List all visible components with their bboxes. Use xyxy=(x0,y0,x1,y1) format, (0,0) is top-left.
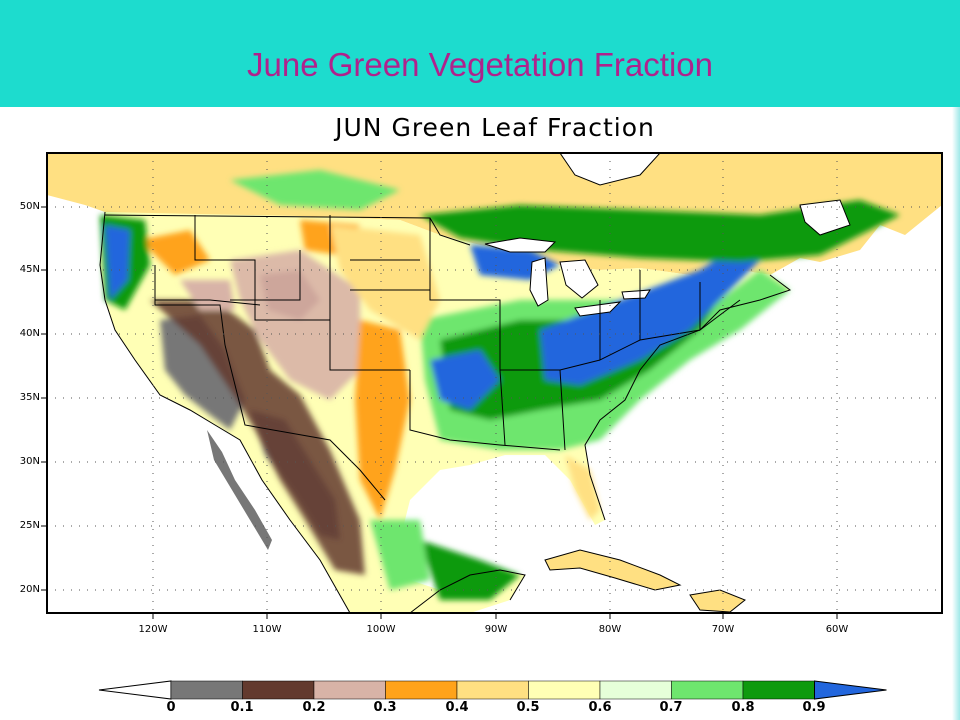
legend-swatch xyxy=(170,680,243,700)
lon-label-70w: 70W xyxy=(711,624,735,635)
lon-label-110w: 110W xyxy=(252,624,282,635)
legend-swatch xyxy=(313,680,386,700)
lon-label-100w: 100W xyxy=(366,624,396,635)
coastline xyxy=(99,211,792,613)
political-boundaries xyxy=(104,214,741,501)
lon-label-90w: 90W xyxy=(484,624,508,635)
legend-swatch xyxy=(599,680,672,700)
legend-swatch xyxy=(456,680,529,700)
lat-label-35n: 35N xyxy=(19,392,40,403)
lat-label-45n: 45N xyxy=(19,264,40,275)
legend-label-0-1: 0.1 xyxy=(230,700,254,715)
legend-swatch xyxy=(742,680,815,700)
lat-label-20n: 20N xyxy=(19,584,40,595)
lat-label-30n: 30N xyxy=(19,456,40,467)
legend-label-0-7: 0.7 xyxy=(659,700,683,715)
legend-label-0-9: 0.9 xyxy=(802,700,826,715)
map-field xyxy=(47,153,942,613)
legend-swatch xyxy=(385,680,458,700)
lon-label-120w: 120W xyxy=(138,624,168,635)
cuba-land xyxy=(544,549,682,591)
legend-label-0-2: 0.2 xyxy=(302,700,326,715)
legend-label-0-4: 0.4 xyxy=(445,700,469,715)
baja-land xyxy=(207,430,272,550)
title-banner: June Green Vegetation Fraction xyxy=(0,0,960,107)
lat-label-50n: 50N xyxy=(19,201,40,212)
legend-label-0-3: 0.3 xyxy=(373,700,397,715)
gulf-st-lawrence xyxy=(799,199,851,236)
vegetation-patches xyxy=(100,170,900,600)
legend-swatch xyxy=(98,680,172,700)
lon-label-80w: 80W xyxy=(598,624,622,635)
legend-label-0-5: 0.5 xyxy=(516,700,540,715)
great-lakes xyxy=(484,237,651,317)
lat-label-25n: 25N xyxy=(19,520,40,531)
legend-label-0-6: 0.6 xyxy=(588,700,612,715)
legend-swatch xyxy=(814,680,887,700)
legend-swatch xyxy=(242,680,315,700)
map-frame xyxy=(46,152,943,614)
slide-edge-decoration xyxy=(952,107,960,720)
legend-swatch xyxy=(671,680,744,700)
legend-swatch xyxy=(528,680,601,700)
legend-label-0-8: 0.8 xyxy=(731,700,755,715)
legend-colorbar xyxy=(98,680,887,700)
hispaniola-land xyxy=(689,589,746,613)
map-title: JUN Green Leaf Fraction xyxy=(335,113,655,142)
slide-title: June Green Vegetation Fraction xyxy=(247,46,713,83)
lat-label-40n: 40N xyxy=(19,328,40,339)
axis-ticks xyxy=(41,206,838,619)
lon-label-60w: 60W xyxy=(825,624,849,635)
legend-label-0: 0 xyxy=(166,700,176,715)
